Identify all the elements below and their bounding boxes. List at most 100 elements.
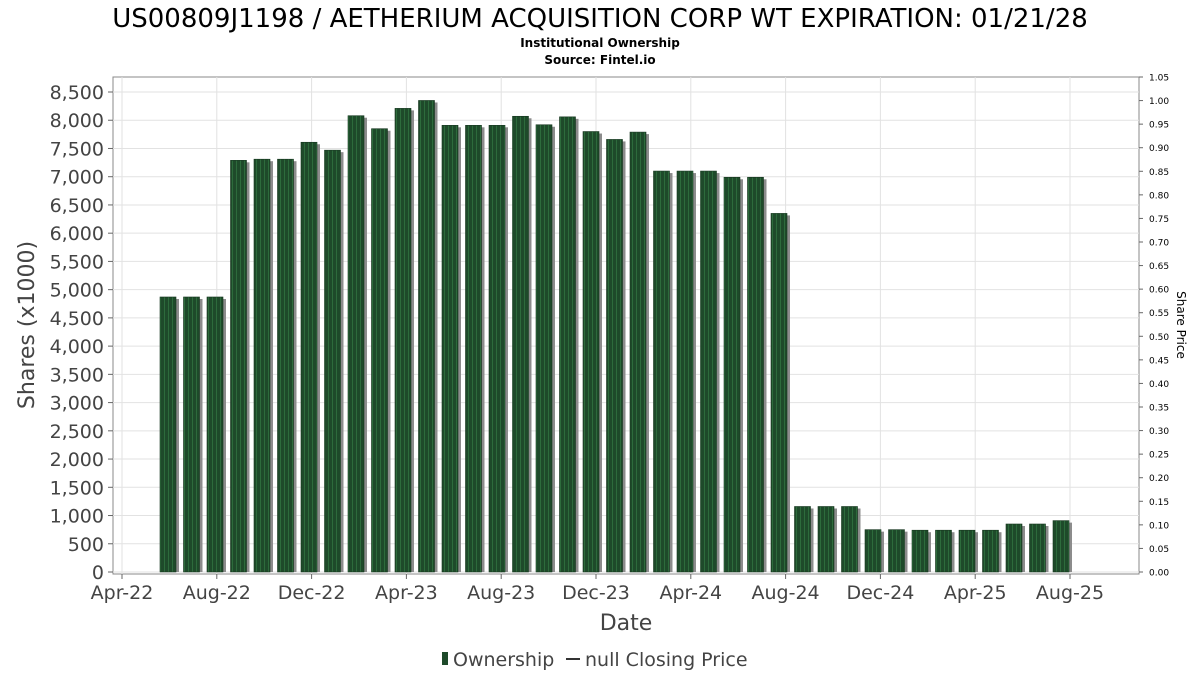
y-tick-label: 4,500 <box>50 308 104 330</box>
ownership-bar <box>418 100 435 573</box>
ownership-bar <box>253 158 271 573</box>
legend-ownership-swatch <box>442 652 448 665</box>
x-tick-label: Aug-25 <box>1036 582 1104 604</box>
x-tick-label: Aug-22 <box>183 582 251 604</box>
y-tick-label: 7,000 <box>50 167 104 189</box>
y-tick-label: 6,000 <box>50 223 104 245</box>
y-tick-label: 500 <box>68 534 104 556</box>
ownership-bar <box>535 124 553 573</box>
ownership-bar <box>1052 520 1070 573</box>
chart-title: US00809J1198 / AETHERIUM ACQUISITION COR… <box>112 4 1088 34</box>
y-tick-label: 2,000 <box>50 449 104 471</box>
x-axis-label: Date <box>600 611 653 636</box>
x-tick-label: Aug-24 <box>752 582 820 604</box>
ownership-bar <box>958 529 976 573</box>
ownership-bar <box>159 296 177 573</box>
ownership-bar <box>676 170 694 573</box>
y2-tick-label: 1.00 <box>1149 97 1169 107</box>
y-tick-label: 4,000 <box>50 336 104 358</box>
ownership-bar <box>1005 523 1023 573</box>
ownership-bar <box>770 213 788 573</box>
ownership-bar <box>512 115 529 573</box>
y-tick-label: 8,500 <box>50 82 104 104</box>
y2-tick-label: 0.00 <box>1149 569 1169 579</box>
y-tick-label: 0 <box>92 562 104 584</box>
y-tick-label: 7,500 <box>50 138 104 160</box>
y2-tick-label: 0.35 <box>1149 404 1169 414</box>
y2-tick-label: 0.80 <box>1149 191 1169 201</box>
y-tick-label: 5,500 <box>50 251 104 273</box>
ownership-bar <box>864 529 882 573</box>
y-tick-label: 3,000 <box>50 393 104 415</box>
ownership-bar <box>606 139 623 573</box>
ownership-bar <box>935 529 952 573</box>
legend-ownership-label: Ownership <box>453 649 554 671</box>
ownership-bar <box>347 115 365 573</box>
y-axis-label: Shares (x1000) <box>15 241 40 409</box>
ownership-bar <box>206 296 224 573</box>
y2-tick-label: 0.10 <box>1149 521 1169 531</box>
ownership-bar <box>394 108 412 573</box>
ownership-bar <box>277 158 294 573</box>
ownership-bar <box>841 506 858 573</box>
ownership-bar <box>982 529 999 573</box>
x-tick-label: Apr-24 <box>659 582 722 604</box>
y2-tick-label: 0.60 <box>1149 286 1169 296</box>
ownership-bar <box>371 128 388 573</box>
ownership-bar <box>629 131 647 573</box>
y2-tick-label: 0.50 <box>1149 333 1169 343</box>
ownership-bar <box>300 141 318 573</box>
y2-tick-label: 0.05 <box>1149 545 1169 555</box>
legend: Ownership null Closing Price <box>442 649 748 671</box>
y2-tick-label: 0.40 <box>1149 380 1169 390</box>
ownership-bar <box>582 131 600 573</box>
y2-tick-label: 0.90 <box>1149 144 1169 154</box>
y-tick-label: 6,500 <box>50 195 104 217</box>
ownership-bar <box>465 125 482 573</box>
y2-axis-label: Share Price <box>1174 291 1188 359</box>
y2-tick-label: 0.95 <box>1149 121 1169 131</box>
y-tick-label: 3,500 <box>50 364 104 386</box>
x-tick-label: Dec-23 <box>562 582 630 604</box>
bars-group <box>159 100 1072 573</box>
ownership-bar <box>488 125 506 573</box>
chart-subtitle-line1: Institutional Ownership <box>520 36 680 50</box>
y2-tick-label: 0.55 <box>1149 309 1169 319</box>
y2-tick-label: 0.70 <box>1149 239 1169 249</box>
ownership-bar <box>1029 523 1046 573</box>
y-tick-label: 1,500 <box>50 477 104 499</box>
y2-tick-label: 0.85 <box>1149 168 1169 178</box>
x-axis-ticks: Apr-22 Aug-22 Dec-22 Apr-23 Aug-23 Dec-23 Apr-… <box>91 574 1104 604</box>
ownership-bar <box>230 160 247 573</box>
x-tick-label: Apr-23 <box>375 582 438 604</box>
y2-tick-label: 0.45 <box>1149 356 1169 366</box>
ownership-bar <box>747 176 764 573</box>
ownership-bar <box>559 116 576 573</box>
y2-tick-label: 0.15 <box>1149 498 1169 508</box>
y-axis-ticks: 0 500 1,000 1,500 2,000 2,500 3,000 3,500 4,000 4… <box>50 82 113 584</box>
y2-tick-label: 1.05 <box>1149 74 1169 84</box>
ownership-bar <box>324 149 341 573</box>
ownership-bar <box>911 529 929 573</box>
y-tick-label: 5,000 <box>50 280 104 302</box>
ownership-bar <box>700 170 717 573</box>
x-tick-label: Dec-22 <box>278 582 346 604</box>
y2-tick-label: 0.30 <box>1149 427 1169 437</box>
chart-subtitle-line2: Source: Fintel.io <box>544 53 655 67</box>
y2-tick-label: 0.25 <box>1149 451 1169 461</box>
ownership-bar <box>888 529 905 573</box>
x-tick-label: Apr-22 <box>91 582 154 604</box>
x-tick-label: Dec-24 <box>846 582 914 604</box>
y-tick-label: 2,500 <box>50 421 104 443</box>
y2-tick-label: 0.75 <box>1149 215 1169 225</box>
y2-axis-ticks: 0.00 0.05 0.10 0.15 0.20 0.25 0.30 0.35 0.40 0.45… <box>1139 74 1169 579</box>
y2-tick-label: 0.20 <box>1149 474 1169 484</box>
ownership-bar <box>794 506 811 573</box>
ownership-bar <box>723 176 741 573</box>
y-tick-label: 1,000 <box>50 506 104 528</box>
ownership-bar <box>183 296 200 573</box>
legend-price-label: null Closing Price <box>585 649 748 671</box>
y-tick-label: 8,000 <box>50 110 104 132</box>
x-tick-label: Aug-23 <box>467 582 535 604</box>
